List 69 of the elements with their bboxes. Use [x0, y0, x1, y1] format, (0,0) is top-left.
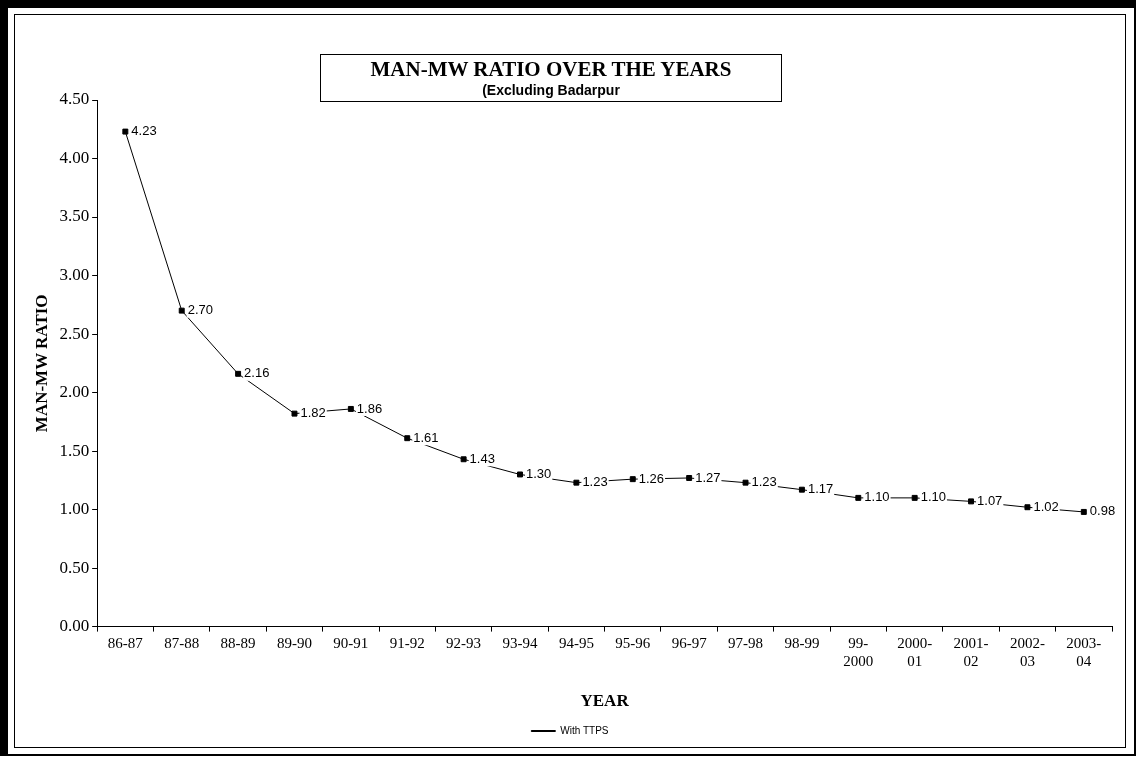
y-tick-label: 0.00 — [59, 616, 90, 636]
point — [347, 405, 354, 412]
point — [291, 410, 298, 417]
y-tick-label: 3.50 — [59, 206, 90, 226]
x-tick-label: 2000-01 — [897, 634, 933, 669]
point — [1024, 504, 1031, 511]
y-tick-label: 0.50 — [59, 557, 90, 577]
x-tick-label: 93-94 — [502, 634, 538, 651]
text: 4.23 — [131, 123, 157, 139]
x-tick-label: 97-98 — [728, 634, 764, 651]
text: 1.02 — [1033, 498, 1059, 514]
x-tick-label: 86-87 — [107, 634, 144, 651]
x-tick-label: 2003-04 — [1066, 634, 1102, 669]
text: 1.86 — [356, 400, 383, 416]
point — [178, 307, 185, 314]
text: 1.61 — [413, 429, 439, 445]
point — [573, 479, 580, 486]
y-tick-label: 2.50 — [59, 323, 90, 343]
text: 0.98 — [1089, 503, 1116, 519]
text: 1.07 — [977, 492, 1003, 508]
x-tick-label: 2001-02 — [953, 634, 989, 669]
chart-title: MAN-MW RATIO OVER THE YEARS — [369, 57, 733, 82]
y-tick-label: 3.00 — [59, 265, 90, 284]
point — [798, 486, 805, 493]
point — [911, 494, 918, 501]
text: 1.17 — [807, 481, 834, 497]
text: 1.26 — [638, 470, 665, 486]
x-tick-label: 95-96 — [615, 634, 651, 651]
text: 1.82 — [300, 405, 326, 421]
point — [460, 456, 467, 463]
point — [968, 498, 975, 505]
text: 2.70 — [187, 302, 214, 318]
text: 1.43 — [469, 450, 495, 466]
x-tick-label: 92-93 — [446, 634, 482, 651]
point — [404, 435, 411, 442]
x-tick-label: 99-2000 — [843, 634, 874, 669]
x-tick-label: 91-92 — [389, 634, 425, 651]
x-tick-label: 2002-03 — [1009, 634, 1045, 669]
point — [517, 471, 523, 478]
point — [855, 494, 862, 501]
x-tick-label: 90-91 — [333, 634, 369, 651]
x-tick-label: 94-95 — [558, 634, 594, 651]
text: 1.10 — [920, 489, 946, 505]
x-tick-label: 96-97 — [671, 634, 708, 651]
x-tick-label: 98-99 — [784, 634, 820, 651]
legend-label: With TTPS — [560, 724, 609, 736]
text: 1.10 — [864, 489, 890, 505]
point — [235, 370, 242, 377]
y-tick-label: 1.50 — [59, 440, 90, 460]
x-tick-label: 87-88 — [164, 634, 200, 651]
text: 1.23 — [582, 474, 608, 490]
point — [686, 475, 693, 481]
y-tick-label: 1.00 — [59, 499, 90, 519]
text: 2.16 — [244, 365, 270, 381]
point — [122, 128, 129, 135]
chart-subtitle: (Excluding Badarpur — [481, 82, 621, 98]
y-tick-label: 4.00 — [59, 147, 90, 167]
point — [629, 476, 636, 483]
text: 1.27 — [695, 469, 721, 485]
text: 1.23 — [751, 474, 777, 490]
y-tick-label: 2.00 — [59, 382, 90, 402]
x-tick-label: 89-90 — [276, 634, 312, 651]
point — [1080, 508, 1087, 515]
x-tick-label: 88-89 — [220, 634, 256, 651]
x-axis-title: YEAR — [580, 691, 630, 711]
y-tick-label: 4.50 — [59, 89, 90, 109]
text: 1.30 — [526, 466, 552, 482]
y-axis-title: MAN-MW RATIO — [31, 294, 51, 433]
point — [742, 479, 749, 486]
